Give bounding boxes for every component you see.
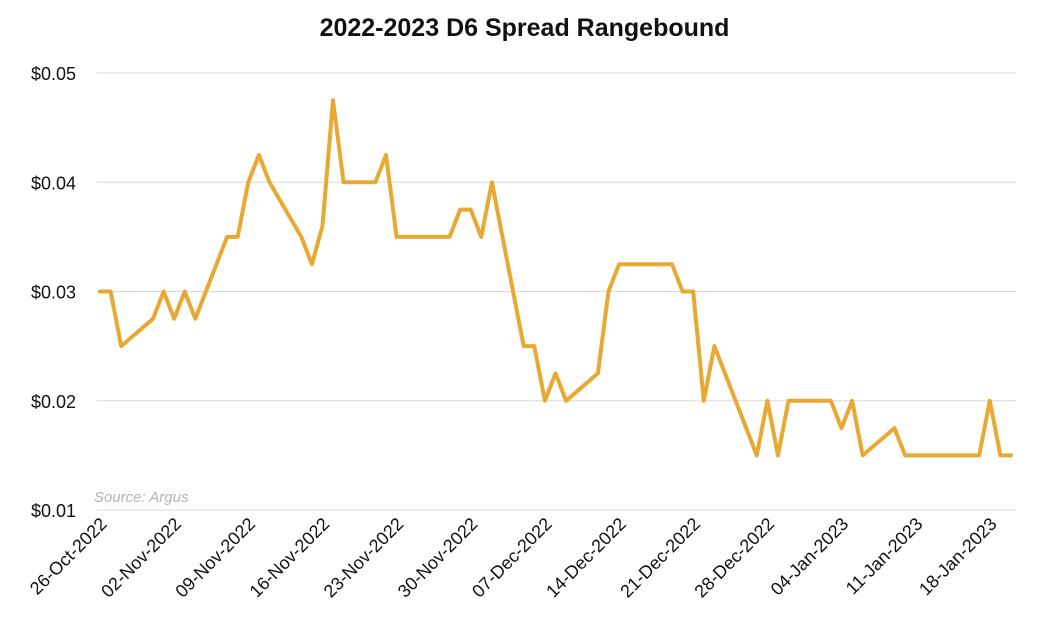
x-axis-tick-labels: 26-Oct-202202-Nov-202209-Nov-202216-Nov-…: [26, 514, 1001, 602]
source-note: Source: Argus: [94, 489, 189, 506]
y-tick-label: $0.01: [31, 501, 76, 521]
y-tick-label: $0.05: [31, 64, 76, 84]
series-line: [98, 98, 1013, 458]
y-tick-label: $0.04: [31, 173, 76, 193]
y-tick-label: $0.03: [31, 283, 76, 303]
chart-title: 2022-2023 D6 Spread Rangebound: [319, 14, 730, 42]
x-tick-label: 28-Dec-2022: [690, 514, 778, 602]
y-axis-tick-labels: $0.01 $0.02 $0.03 $0.04 $0.05: [31, 64, 76, 521]
y-tick-label: $0.02: [31, 392, 76, 412]
x-tick-label: 18-Jan-2023: [915, 514, 1001, 600]
x-tick-label: 11-Jan-2023: [842, 514, 927, 599]
x-tick-label: 04-Jan-2023: [767, 514, 853, 600]
